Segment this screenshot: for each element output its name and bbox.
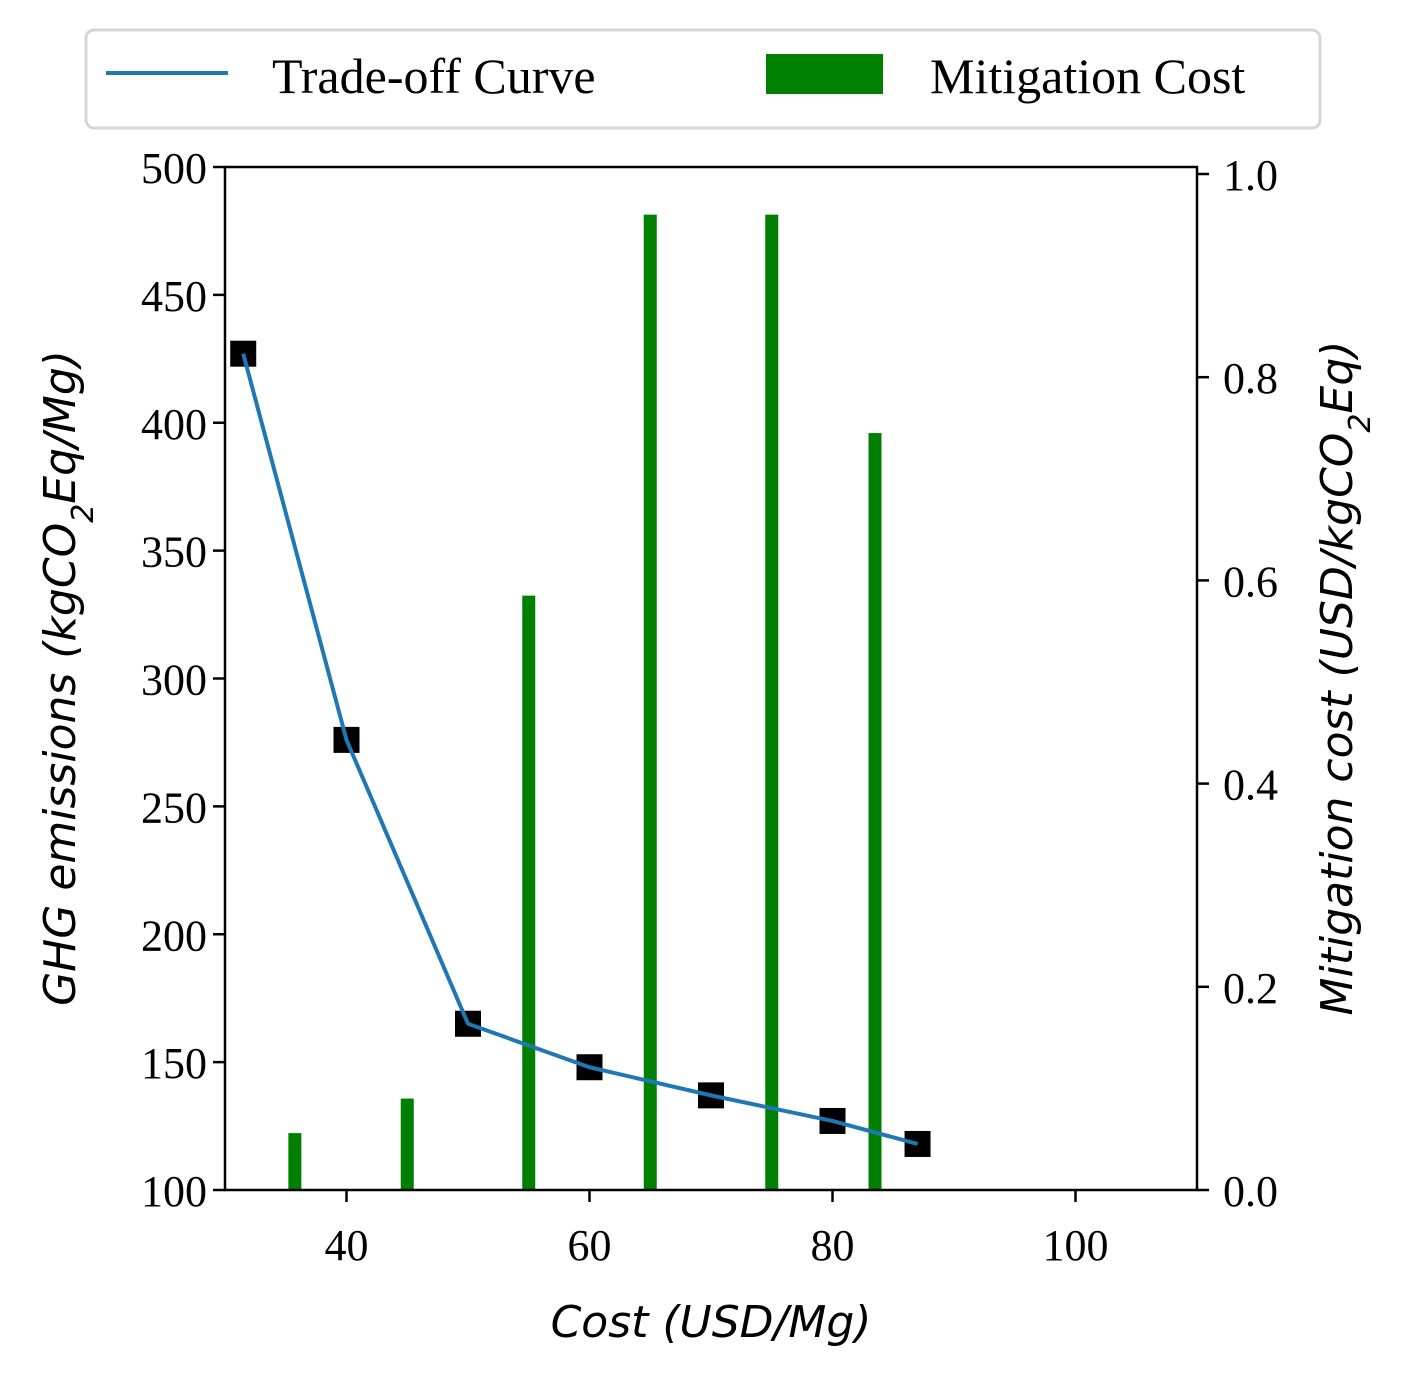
left-y-tick-label-8: 500 bbox=[141, 144, 207, 193]
left-y-tick-label-4: 300 bbox=[141, 656, 207, 705]
left-y-tick-label-7: 450 bbox=[141, 272, 207, 321]
right-y-tick-label-5: 1.0 bbox=[1223, 151, 1278, 200]
legend: Trade-off Curve Mitigation Cost bbox=[84, 28, 1322, 130]
legend-frame bbox=[84, 28, 1322, 130]
left-y-tick-label-6: 400 bbox=[141, 400, 207, 449]
right-y-tick-label-2: 0.4 bbox=[1223, 761, 1278, 810]
legend-label-trade-off: Trade-off Curve bbox=[272, 48, 596, 104]
x-tick-label-3: 100 bbox=[1043, 1221, 1109, 1270]
right-y-axis-title: Mitigation cost (USD/kgCO2Eq) bbox=[1312, 341, 1378, 1016]
right-y-title-main: Mitigation cost (USD/kgCO bbox=[1312, 433, 1363, 1016]
left-y-title-subscript: 2 bbox=[66, 504, 101, 523]
trade-off-markers bbox=[230, 340, 931, 1157]
axes bbox=[213, 165, 1209, 1202]
mitigation-cost-bars bbox=[288, 214, 882, 1191]
mitigation-bar-0 bbox=[288, 1133, 302, 1190]
left-y-tick-label-0: 100 bbox=[141, 1167, 207, 1216]
mitigation-bar-5 bbox=[868, 433, 882, 1191]
left-y-title-main: GHG emissions (kgCO bbox=[35, 523, 86, 1006]
mitigation-bar-4 bbox=[765, 214, 779, 1190]
left-y-tick-label-1: 150 bbox=[141, 1039, 207, 1088]
right-y-tick-label-4: 0.8 bbox=[1223, 354, 1278, 403]
right-y-title-suffix: Eq) bbox=[1312, 341, 1363, 414]
right-y-tick-label-1: 0.2 bbox=[1223, 964, 1278, 1013]
axis-titles: Cost (USD/Mg) GHG emissions (kgCO2Eq/Mg)… bbox=[35, 341, 1378, 1348]
left-y-tick-label-3: 250 bbox=[141, 783, 207, 832]
legend-label-mitigation: Mitigation Cost bbox=[930, 48, 1245, 104]
tick-labels: 40 60 80 100 100 150 200 250 300 350 400 450 500 0.0 0… bbox=[141, 144, 1278, 1270]
x-axis-title: Cost (USD/Mg) bbox=[551, 1297, 872, 1348]
x-tick-label-1: 60 bbox=[568, 1221, 612, 1270]
right-y-title-subscript: 2 bbox=[1343, 413, 1378, 432]
left-y-title-suffix: Eq/Mg) bbox=[35, 350, 86, 504]
trade-off-curve-line bbox=[241, 353, 919, 1146]
plot-frame bbox=[223, 165, 1199, 1192]
mitigation-bar-3 bbox=[643, 214, 657, 1190]
right-y-tick-label-0: 0.0 bbox=[1223, 1167, 1278, 1216]
x-tick-label-0: 40 bbox=[325, 1221, 369, 1270]
left-y-tick-label-2: 200 bbox=[141, 911, 207, 960]
x-tick-label-2: 80 bbox=[811, 1221, 855, 1270]
left-y-axis-title: GHG emissions (kgCO2Eq/Mg) bbox=[35, 350, 101, 1006]
left-y-tick-label-5: 350 bbox=[141, 528, 207, 577]
right-y-tick-label-3: 0.6 bbox=[1223, 557, 1278, 606]
mitigation-bar-1 bbox=[400, 1098, 414, 1190]
mitigation-bar-2 bbox=[522, 595, 536, 1190]
trade-off-curve-layer bbox=[241, 353, 919, 1146]
legend-bar-swatch bbox=[766, 54, 883, 94]
